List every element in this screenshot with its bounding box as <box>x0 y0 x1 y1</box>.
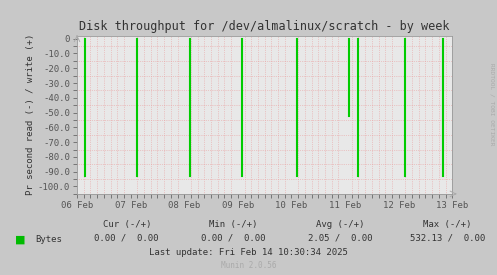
Text: Avg (-/+): Avg (-/+) <box>316 220 365 229</box>
Text: 2.05 /  0.00: 2.05 / 0.00 <box>308 234 373 243</box>
Title: Disk throughput for /dev/almalinux/scratch - by week: Disk throughput for /dev/almalinux/scrat… <box>80 20 450 33</box>
Text: Cur (-/+): Cur (-/+) <box>102 220 151 229</box>
Text: 0.00 /  0.00: 0.00 / 0.00 <box>201 234 266 243</box>
Text: Bytes: Bytes <box>35 235 62 244</box>
Text: Munin 2.0.56: Munin 2.0.56 <box>221 261 276 270</box>
Text: ■: ■ <box>15 234 25 244</box>
Text: Last update: Fri Feb 14 10:30:34 2025: Last update: Fri Feb 14 10:30:34 2025 <box>149 248 348 257</box>
Text: Min (-/+): Min (-/+) <box>209 220 258 229</box>
Y-axis label: Pr second read (-) / write (+): Pr second read (-) / write (+) <box>26 34 35 196</box>
Text: Max (-/+): Max (-/+) <box>423 220 472 229</box>
Text: 532.13 /  0.00: 532.13 / 0.00 <box>410 234 485 243</box>
Text: RRDTOOL / TOBI OETIKER: RRDTOOL / TOBI OETIKER <box>490 63 495 146</box>
Text: 0.00 /  0.00: 0.00 / 0.00 <box>94 234 159 243</box>
